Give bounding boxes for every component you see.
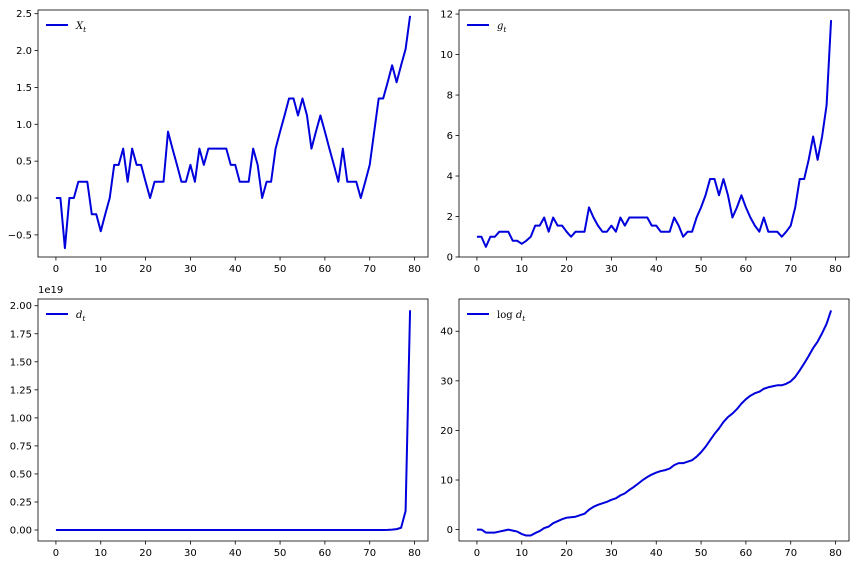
x-tick-label: 60 — [740, 548, 753, 559]
y-tick-label: 0 — [447, 253, 453, 264]
y-tick-label: 1.25 — [10, 385, 32, 396]
legend-label: log dt — [497, 310, 526, 323]
y-tick-label: 1.75 — [10, 329, 32, 340]
y-tick-label: 2.5 — [16, 9, 32, 20]
x-tick-label: 20 — [139, 548, 152, 559]
x-tick-label: 70 — [784, 548, 797, 559]
x-tick-label: 30 — [184, 548, 197, 559]
axes-frame — [458, 298, 850, 542]
x-tick-label: 70 — [363, 548, 376, 559]
y-tick-label: 6 — [447, 131, 453, 142]
x-tick-label: 10 — [94, 264, 107, 275]
plot-g-t: 0 10 20 30 40 50 60 70 80 0 2 4 6 8 10 12 gt — [440, 9, 850, 275]
y-tick-label: 2 — [447, 212, 453, 223]
x-tick-label: 60 — [319, 264, 332, 275]
x-tick-label: 40 — [650, 548, 663, 559]
x-tick-label: 40 — [229, 548, 242, 559]
x-tick-label: 20 — [560, 548, 573, 559]
legend-label: Xt — [75, 21, 87, 34]
x-tick-label: 60 — [319, 548, 332, 559]
x-tick-label: 50 — [274, 264, 287, 275]
x-tick-label: 80 — [408, 548, 421, 559]
x-tick-label: 20 — [560, 264, 573, 275]
series-line — [476, 310, 833, 537]
x-tick-label: 70 — [784, 264, 797, 275]
y-tick-label: 2.0 — [16, 46, 32, 57]
y-tick-label: 0.0 — [16, 194, 32, 205]
axes-frame — [37, 9, 429, 258]
plot-log-d-t: 0 10 20 30 40 50 60 70 80 0 10 20 30 40 log dt — [440, 298, 850, 559]
y-tick-label: 0.25 — [10, 497, 32, 508]
x-tick-label: 40 — [650, 264, 663, 275]
y-tick-label: 40 — [440, 327, 453, 338]
series-line — [55, 15, 412, 250]
x-tick-label: 30 — [605, 548, 618, 559]
y-tick-label: 1.50 — [10, 357, 32, 368]
x-tick-label: 40 — [229, 264, 242, 275]
axes-frame — [37, 298, 429, 542]
y-tick-label: −0.5 — [8, 230, 32, 241]
x-tick-label: 30 — [605, 264, 618, 275]
series-line — [476, 20, 833, 248]
x-tick-label: 0 — [474, 264, 480, 275]
x-tick-label: 80 — [829, 548, 842, 559]
y-tick-label: 4 — [447, 172, 453, 183]
x-tick-label: 50 — [695, 548, 708, 559]
y-tick-label: 0.50 — [10, 469, 32, 480]
x-tick-label: 70 — [363, 264, 376, 275]
x-tick-label: 30 — [184, 264, 197, 275]
plot-x-t: 0 10 20 30 40 50 60 70 80 −0.5 0.0 0.5 1.0 1.5 2.0 2.5 X… — [8, 9, 429, 275]
y-tick-label: 20 — [440, 426, 453, 437]
series-line — [55, 310, 412, 532]
plot-d-t: 0 10 20 30 40 50 60 70 80 0.00 0.25 0.50 0.75 1.00 1.2… — [10, 285, 429, 559]
axes-frame — [458, 9, 850, 258]
y-tick-label: 0 — [447, 525, 453, 536]
x-tick-label: 60 — [740, 264, 753, 275]
y-tick-label: 1.0 — [16, 120, 32, 131]
y-offset-label: 1e19 — [38, 285, 63, 296]
y-tick-label: 30 — [440, 376, 453, 387]
x-tick-label: 50 — [695, 264, 708, 275]
x-tick-label: 10 — [515, 264, 528, 275]
y-tick-label: 10 — [440, 476, 453, 487]
y-tick-label: 1.5 — [16, 83, 32, 94]
y-tick-label: 0.75 — [10, 441, 32, 452]
y-tick-label: 12 — [440, 10, 453, 21]
y-tick-label: 0.5 — [16, 157, 32, 168]
legend-label: dt — [76, 310, 86, 323]
x-tick-label: 10 — [515, 548, 528, 559]
y-tick-label: 0.00 — [10, 526, 32, 537]
x-tick-label: 80 — [408, 264, 421, 275]
y-tick-label: 10 — [440, 50, 453, 61]
x-tick-label: 10 — [94, 548, 107, 559]
y-tick-label: 2.00 — [10, 301, 32, 312]
x-tick-label: 0 — [53, 264, 59, 275]
legend-label: gt — [497, 21, 507, 34]
x-tick-label: 0 — [474, 548, 480, 559]
x-tick-label: 50 — [274, 548, 287, 559]
x-tick-label: 20 — [139, 264, 152, 275]
x-tick-label: 80 — [829, 264, 842, 275]
y-tick-label: 1.00 — [10, 413, 32, 424]
x-tick-label: 0 — [53, 548, 59, 559]
y-tick-label: 8 — [447, 91, 453, 102]
